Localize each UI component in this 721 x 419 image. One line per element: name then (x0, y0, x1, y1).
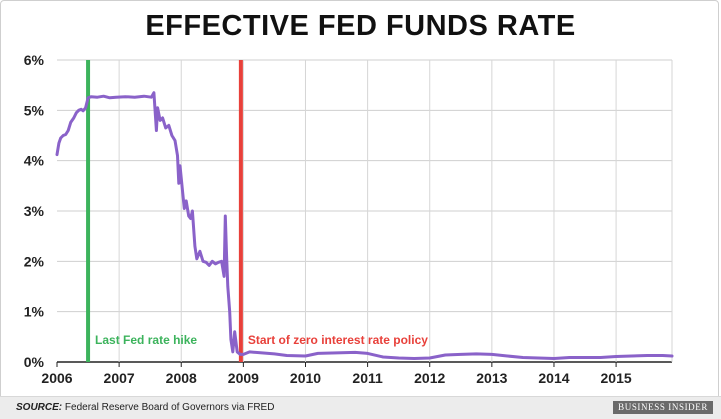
x-tick-label: 2014 (538, 370, 569, 386)
footer-bar: SOURCE: Federal Reserve Board of Governo… (0, 396, 721, 419)
x-tick-label: 2013 (476, 370, 507, 386)
x-tick-label: 2008 (166, 370, 197, 386)
x-tick-label: 2006 (41, 370, 72, 386)
y-tick-label: 6% (24, 52, 45, 68)
business-insider-logo: BUSINESS INSIDER (613, 401, 713, 414)
zirp-annotation: Start of zero interest rate policy (248, 333, 428, 347)
x-tick-label: 2010 (290, 370, 321, 386)
y-tick-label: 5% (24, 102, 45, 118)
source-note: SOURCE: Federal Reserve Board of Governo… (16, 402, 274, 413)
chart-title: EFFECTIVE FED FUNDS RATE (145, 10, 576, 42)
y-tick-label: 4% (24, 153, 45, 169)
rate-hike-annotation: Last Fed rate hike (95, 333, 197, 347)
y-tick-label: 2% (24, 253, 45, 269)
x-tick-label: 2011 (352, 370, 383, 386)
x-tick-label: 2009 (228, 370, 259, 386)
x-tick-label: 2007 (104, 370, 135, 386)
x-tick-label: 2015 (601, 370, 632, 386)
source-text: Federal Reserve Board of Governors via F… (64, 402, 275, 413)
y-tick-label: 0% (24, 354, 45, 370)
source-label: SOURCE: (16, 402, 63, 413)
y-tick-label: 1% (24, 304, 45, 320)
x-tick-label: 2012 (414, 370, 445, 386)
y-tick-label: 3% (24, 203, 45, 219)
fed-funds-rate-line (55, 91, 674, 360)
